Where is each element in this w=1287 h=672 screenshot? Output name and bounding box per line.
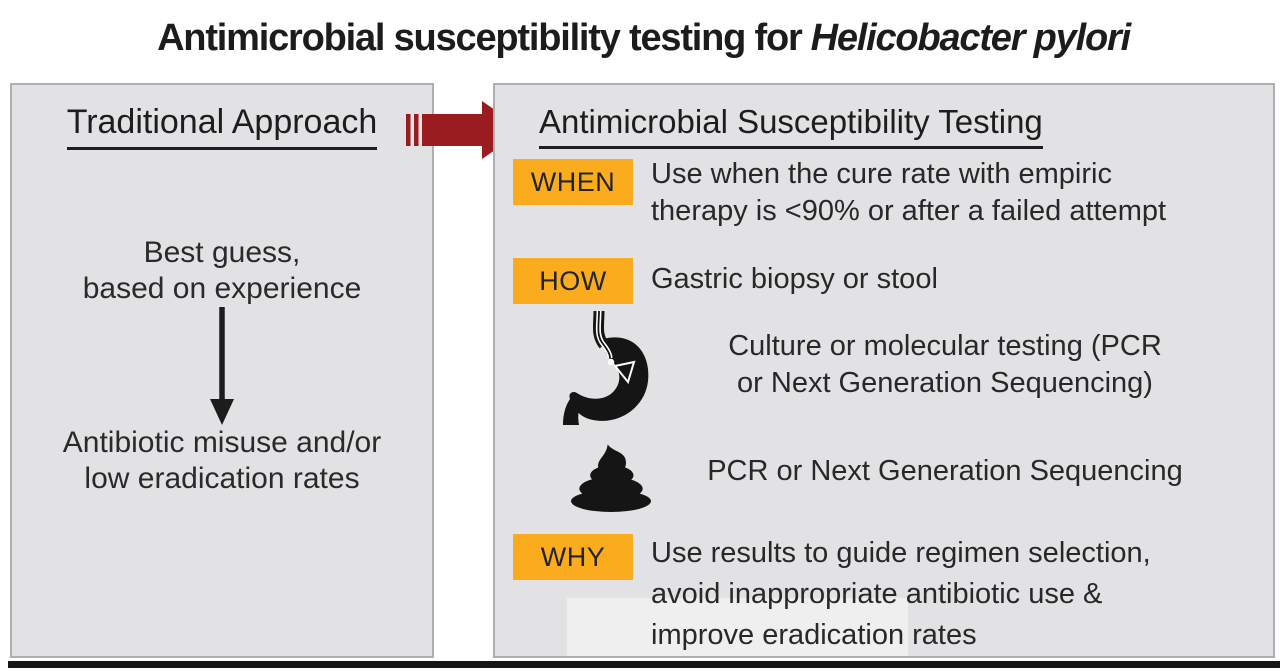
best-guess-line-2: based on experience (82, 272, 362, 305)
stool-text-line-1: PCR or Next Generation Sequencing (707, 455, 1183, 487)
when-badge: WHEN (513, 159, 633, 205)
why-badge: WHY (513, 534, 633, 580)
faint-white-overlay (567, 598, 908, 656)
gastric-biopsy-line-1: Culture or molecular testing (PCR (728, 330, 1162, 362)
best-guess-line-1: Best guess, (143, 236, 301, 269)
bottom-rule (8, 661, 1280, 668)
when-text-line-1: Use when the cure rate with empiric (651, 158, 1112, 190)
figure-title: Antimicrobial susceptibility testing for… (0, 17, 1287, 60)
how-text: Gastric biopsy or stool (651, 261, 938, 298)
traditional-approach-panel: Traditional Approach Best guess, based o… (10, 83, 434, 658)
when-text-line-2: therapy is <90% or after a failed attemp… (651, 195, 1167, 227)
down-arrow-icon (207, 307, 237, 427)
gastric-biopsy-text: Culture or molecular testing (PCR or Nex… (645, 328, 1245, 402)
ast-panel: Antimicrobial Susceptibility Testing WHE… (493, 83, 1275, 658)
gastric-biopsy-line-2: or Next Generation Sequencing) (737, 367, 1153, 399)
antibiotic-misuse-text: Antibiotic misuse and/or low eradication… (12, 425, 432, 497)
why-text-line-3: improve eradication rates (651, 619, 977, 651)
traditional-approach-heading: Traditional Approach (66, 103, 378, 150)
antibiotic-misuse-line-2: low eradication rates (84, 462, 360, 495)
why-text-line-1: Use results to guide regimen selection, (651, 537, 1151, 569)
figure-title-italic-species: Helicobacter pylori (810, 17, 1132, 59)
stool-icon (561, 434, 661, 520)
stomach-endoscopy-icon (541, 310, 663, 431)
traditional-approach-heading-wrap: Traditional Approach (12, 103, 432, 150)
when-text: Use when the cure rate with empiric ther… (651, 156, 1166, 230)
how-badge: HOW (513, 258, 633, 304)
stool-text: PCR or Next Generation Sequencing (645, 453, 1245, 490)
why-text-line-2: avoid inappropriate antibiotic use & (651, 578, 1103, 610)
why-text: Use results to guide regimen selection, … (651, 533, 1151, 656)
ast-heading: Antimicrobial Susceptibility Testing (539, 103, 1043, 149)
antibiotic-misuse-line-1: Antibiotic misuse and/or (62, 426, 382, 459)
how-text-line-1: Gastric biopsy or stool (651, 263, 938, 295)
best-guess-text: Best guess, based on experience (12, 235, 432, 307)
figure-title-plain: Antimicrobial susceptibility testing for (157, 17, 803, 59)
